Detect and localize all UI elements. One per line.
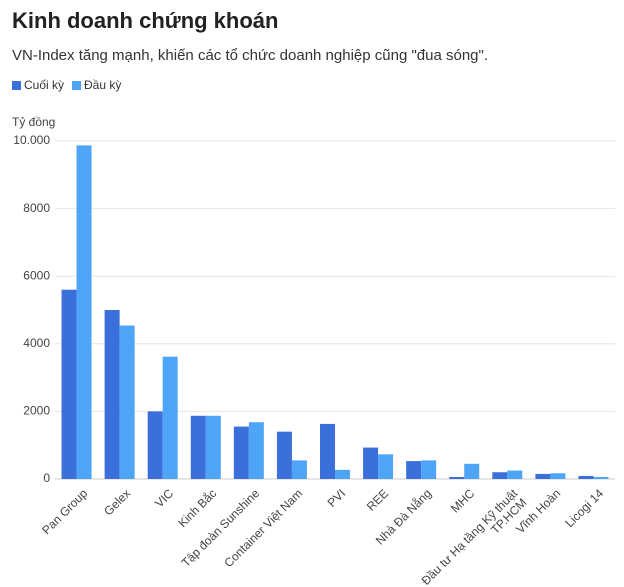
y-tick-label: 6000 (23, 268, 50, 282)
bar (147, 411, 163, 479)
bar (535, 473, 551, 479)
bar (276, 431, 292, 479)
legend-item: Đầu kỳ (72, 78, 121, 92)
bar (248, 422, 264, 479)
legend-item: Cuối kỳ (12, 78, 64, 92)
chart-title: Kinh doanh chứng khoán (12, 8, 279, 33)
bar (492, 472, 508, 479)
bar (233, 426, 249, 479)
bar (291, 460, 307, 479)
bar (578, 475, 594, 479)
legend-label: Cuối kỳ (24, 78, 65, 92)
bar (406, 461, 422, 479)
bar (76, 145, 92, 480)
bar (190, 415, 206, 479)
chart-subtitle: VN-Index tăng mạnh, khiến các tổ chức do… (12, 47, 489, 64)
bar (119, 325, 135, 479)
bar (507, 470, 523, 479)
bar (162, 356, 178, 479)
bar (320, 423, 335, 479)
legend-swatch (72, 81, 82, 90)
bar (550, 473, 566, 479)
bar (104, 310, 120, 479)
bar (593, 476, 609, 479)
y-tick-label: 4000 (23, 336, 50, 350)
bar (205, 415, 221, 479)
bar (449, 476, 465, 479)
bar (421, 460, 437, 479)
bar (464, 463, 480, 479)
bar (378, 454, 394, 479)
y-tick-label: 8000 (23, 201, 50, 215)
bar (61, 289, 77, 479)
legend: Cuối kỳ Đầu kỳ (12, 78, 121, 92)
bar (335, 469, 350, 479)
legend-label: Đầu kỳ (84, 78, 122, 92)
y-tick-label: 10.000 (13, 133, 50, 147)
y-tick-label: 0 (43, 471, 50, 485)
legend-swatch (12, 81, 21, 90)
bar (363, 447, 379, 479)
y-tick-label: 2000 (23, 404, 50, 418)
y-axis-label: Tỷ đồng (12, 115, 55, 129)
